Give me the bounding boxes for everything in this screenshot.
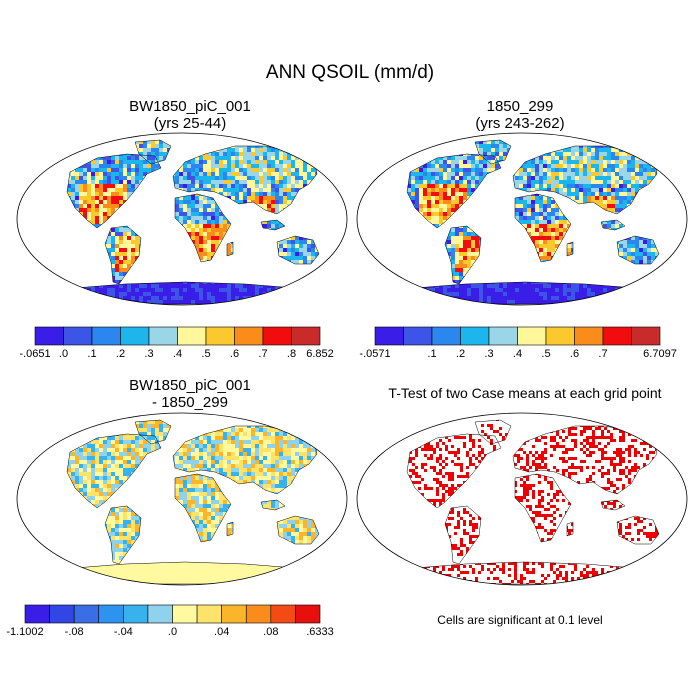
colorbar-tick-label: .8	[287, 348, 296, 360]
map-panel-case2	[356, 132, 688, 306]
colorbar-swatch	[602, 326, 632, 346]
colorbar-swatch	[460, 326, 490, 346]
colorbar-tick-label: -.08	[65, 626, 84, 638]
colorbar-tick-label: .6	[570, 348, 579, 360]
colorbar-swatch	[24, 604, 50, 624]
panel4-title: T-Test of two Case means at each grid po…	[388, 385, 662, 401]
colorbar-tick-label: .5	[201, 348, 210, 360]
colorbar-swatch	[49, 604, 75, 624]
colorbar-swatch	[545, 326, 575, 346]
colorbar-swatch	[295, 604, 321, 624]
colorbar-swatch	[291, 326, 321, 346]
colorbar-tick-label: .04	[214, 626, 229, 638]
panel3-title: BW1850_piC_001 - 1850_299	[35, 377, 345, 411]
colorbar-tick-label: .4	[173, 348, 182, 360]
colorbar-swatch	[120, 326, 150, 346]
panel2-title-line2: (yrs 243-262)	[475, 115, 565, 132]
colorbar-swatch	[221, 604, 247, 624]
colorbar-tick-label: 6.852	[306, 348, 334, 360]
colorbar-swatch	[91, 326, 121, 346]
colorbar-swatch	[205, 326, 235, 346]
map-panel-ttest	[356, 412, 688, 586]
colorbar-swatch	[488, 326, 518, 346]
colorbar-tick-label: .6333	[306, 626, 334, 638]
colorbar-swatch	[517, 326, 547, 346]
colorbar-swatch	[631, 326, 661, 346]
panel1-title: BW1850_piC_001 (yrs 25-44)	[35, 98, 345, 132]
panel2-title: 1850_299 (yrs 243-262)	[355, 98, 685, 132]
colorbar-tick-label: .0	[168, 626, 177, 638]
colorbar-tick-label: .08	[263, 626, 278, 638]
colorbar-tick-label: 6.7097	[643, 348, 677, 360]
panel2-title-line1: 1850_299	[486, 98, 554, 115]
colorbar-tick-label: .6	[230, 348, 239, 360]
colorbar-case2: -.0571 .1 .2 .3 .4 .5 .6 .7 6.7097	[359, 326, 677, 360]
colorbar-swatch	[431, 326, 461, 346]
colorbar-swatch	[245, 604, 272, 624]
colorbar-tick-label: .3	[484, 348, 493, 360]
colorbar-tick-label: .2	[116, 348, 125, 360]
colorbar-tick-label: .7	[598, 348, 607, 360]
colorbar-tick-label: .7	[258, 348, 267, 360]
colorbar-swatch	[63, 326, 93, 346]
colorbar-tick-label: -.04	[114, 626, 133, 638]
panel1-title-line1: BW1850_piC_001	[129, 98, 251, 115]
colorbar-tick-label: .1	[87, 348, 96, 360]
colorbar-tick-label: .5	[541, 348, 550, 360]
panel3-title-line2: - 1850_299	[152, 394, 228, 411]
colorbar-swatch	[234, 326, 264, 346]
colorbar-swatch	[574, 326, 604, 346]
colorbar-swatch	[73, 604, 100, 624]
colorbar-case1: -.0651 .0 .1 .2 .3 .4 .5 .6 .7 .8 6.852	[19, 326, 334, 360]
colorbar-tick-label: -1.1002	[6, 626, 43, 638]
colorbar-swatch	[172, 604, 198, 624]
colorbar-swatch	[270, 604, 296, 624]
colorbar-swatch	[177, 326, 207, 346]
colorbar-tick-label: .3	[144, 348, 153, 360]
colorbar-swatch	[148, 326, 178, 346]
colorbar-swatch	[196, 604, 222, 624]
colorbar-swatch	[147, 604, 173, 624]
colorbar-swatch	[123, 604, 149, 624]
colorbar-tick-label: .0	[59, 348, 68, 360]
panel1-title-line2: (yrs 25-44)	[153, 115, 227, 132]
map-panel-case1	[16, 132, 348, 306]
colorbar-swatch	[98, 604, 124, 624]
colorbar-swatch	[374, 326, 404, 346]
map-panel-difference	[16, 412, 348, 586]
colorbar-tick-label: .4	[513, 348, 522, 360]
colorbar-tick-label: .2	[456, 348, 465, 360]
colorbar-tick-label: -.0651	[19, 348, 50, 360]
colorbar-difference: -1.1002 -.08 -.04 .0 .04 .08 .6333	[6, 604, 334, 638]
colorbar-tick-label: -.0571	[359, 348, 390, 360]
significance-note: Cells are significant at 0.1 level	[437, 613, 603, 627]
panel3-title-line1: BW1850_piC_001	[129, 377, 251, 394]
colorbar-swatch	[34, 326, 64, 346]
colorbar-swatch	[403, 326, 433, 346]
colorbar-swatch	[262, 326, 292, 346]
figure-title: ANN QSOIL (mm/d)	[265, 62, 435, 83]
colorbar-tick-label: .1	[427, 348, 436, 360]
